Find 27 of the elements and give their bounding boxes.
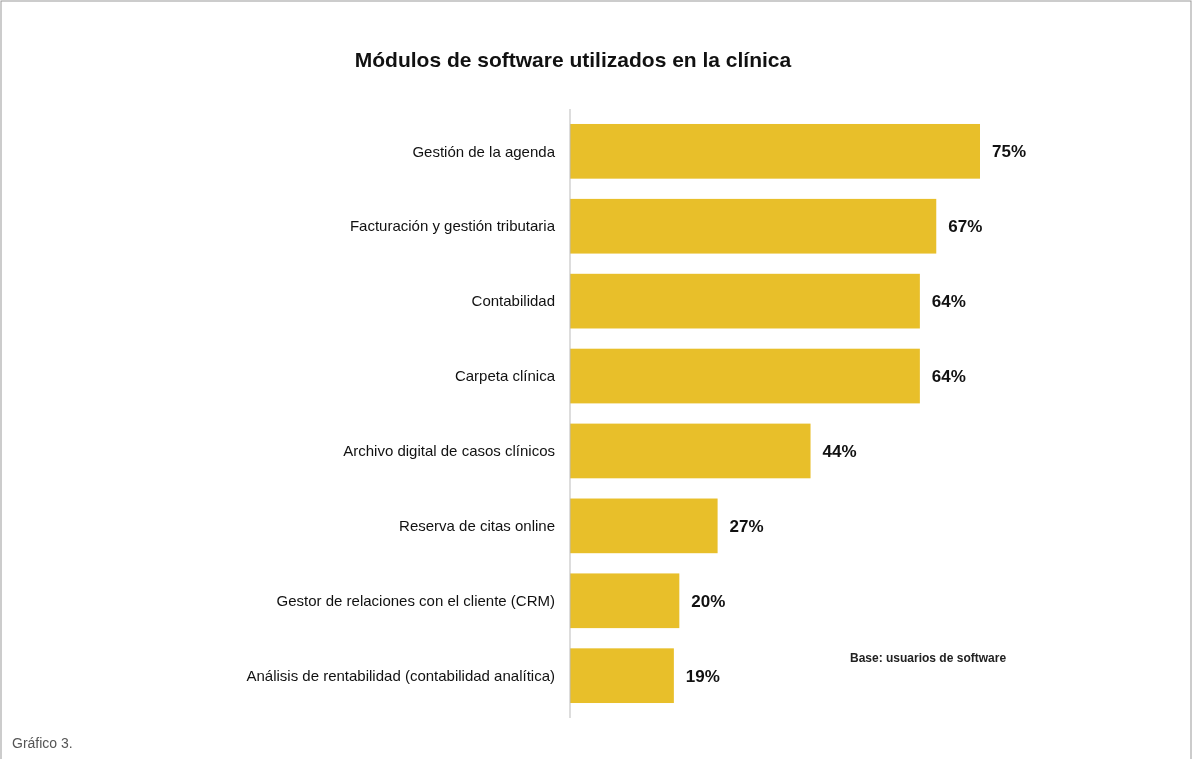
- annotation: Base: usuarios de software: [850, 651, 1007, 665]
- bar: [570, 348, 920, 404]
- y-tick-label: Gestor de relaciones con el cliente (CRM): [276, 592, 555, 610]
- data-label: 64%: [931, 292, 966, 312]
- data-label: 27%: [729, 516, 764, 536]
- y-tick-label: Facturación y gestión tributaria: [349, 217, 556, 235]
- data-label: 19%: [685, 666, 720, 686]
- bar: [570, 573, 680, 629]
- bar: [570, 198, 937, 254]
- bar: [570, 273, 920, 329]
- bar: [570, 123, 980, 179]
- y-tick-label: Carpeta clínica: [454, 367, 556, 385]
- chart-title: Módulos de software utilizados en la clínica: [354, 48, 792, 71]
- bar: [570, 648, 674, 704]
- data-label: 64%: [931, 367, 966, 386]
- y-tick-label: Archivo digital de casos clínicos: [343, 442, 555, 460]
- data-label: 20%: [691, 591, 726, 611]
- data-label: 44%: [822, 441, 857, 461]
- text: Gráfico 3.: [12, 735, 73, 751]
- y-tick-label: Análisis de rentabilidad (contabilidad analítica): [246, 666, 555, 684]
- bar: [570, 423, 811, 479]
- data-label: 67%: [948, 217, 983, 237]
- data-label: 75%: [992, 142, 1027, 162]
- y-tick-label: Contabilidad: [471, 292, 555, 310]
- y-tick-label: Gestión de la agenda: [412, 142, 556, 160]
- y-tick-label: Reserva de citas online: [399, 517, 555, 535]
- bar: [570, 498, 718, 554]
